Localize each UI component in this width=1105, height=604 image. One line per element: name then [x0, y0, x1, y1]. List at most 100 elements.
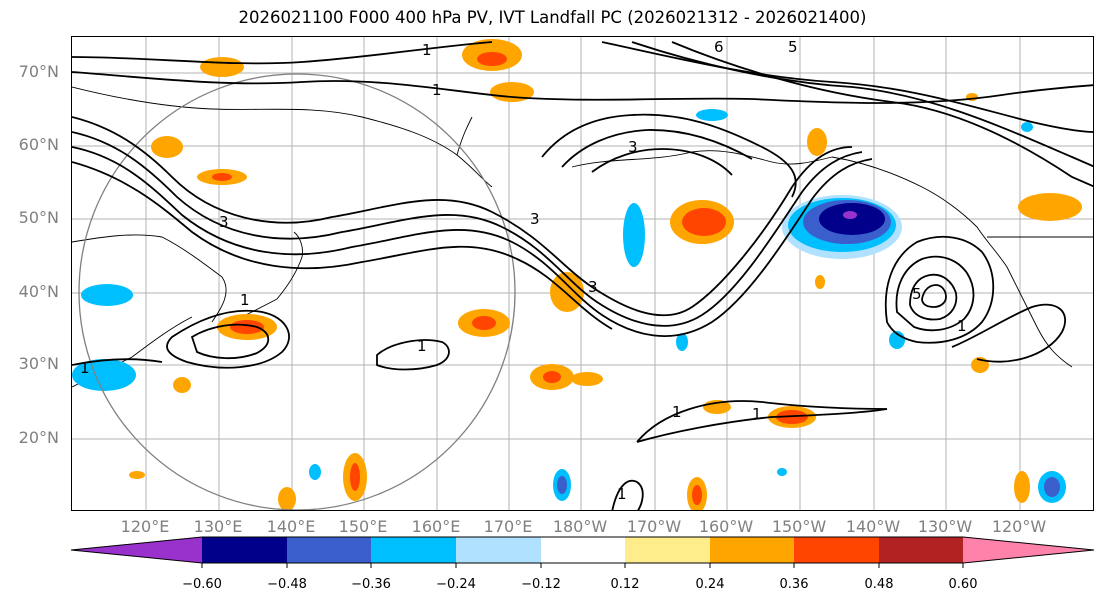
- pv-anomaly: [200, 57, 244, 77]
- colorbar-tick-label: 0.12: [610, 577, 640, 592]
- contour-label: 6: [714, 38, 724, 56]
- colorbar-tick-label: 0.36: [779, 577, 809, 592]
- pv-contour: [636, 400, 888, 443]
- colorbar-cell: [456, 537, 541, 563]
- pv-anomaly: [557, 476, 567, 494]
- pv-anomaly: [676, 333, 688, 351]
- colorbar-cell: [710, 537, 794, 563]
- contour-label: 3: [628, 138, 638, 156]
- pv-anomaly: [173, 377, 191, 393]
- contour-label: 3: [530, 210, 540, 228]
- lon-label-130e: 130°E: [193, 517, 243, 536]
- colorbar-cell: [202, 537, 287, 563]
- contour-label: 1: [672, 403, 682, 421]
- pv-anomaly: [682, 208, 726, 236]
- lat-label-70n: 70°N: [18, 62, 59, 81]
- colorbar-ticks: [201, 563, 964, 568]
- lon-label-130w: 130°W: [917, 517, 973, 536]
- pv-anomaly: [72, 359, 136, 391]
- lon-label-160w: 160°W: [698, 517, 754, 536]
- pv-anomaly: [490, 82, 534, 102]
- pv-anomaly: [623, 203, 645, 267]
- coast-kamchatka: [456, 116, 473, 156]
- contour-label: 1: [417, 337, 427, 355]
- coastlines: [72, 86, 1093, 388]
- pv-anomaly: [1044, 477, 1060, 497]
- pv-anomaly: [571, 372, 603, 386]
- pv-anomaly: [543, 371, 561, 383]
- pv-contour-low: [166, 309, 290, 369]
- contour-labels: 1 1 6 5 3 3 3 3 1 1 1 1 1 1 5 1: [80, 38, 967, 503]
- lat-label-30n: 30°N: [18, 354, 59, 373]
- pv-contour-cutoff: [909, 273, 958, 321]
- colorbar-tick-label: −0.24: [436, 577, 476, 592]
- graticule: [72, 37, 1093, 510]
- pv-anomaly: [129, 471, 145, 479]
- lon-label-150e: 150°E: [338, 517, 388, 536]
- colorbar-tick-label: −0.36: [351, 577, 391, 592]
- pv-contour-cutoff: [921, 284, 947, 308]
- contour-label: 1: [752, 405, 762, 423]
- coast-north-america: [831, 156, 1038, 328]
- lat-label-60n: 60°N: [18, 135, 59, 154]
- pv-contour: [72, 71, 1093, 104]
- pv-contour: [601, 41, 1093, 133]
- colorbar-tick-label: −0.48: [267, 577, 307, 592]
- pv-anomaly: [212, 173, 232, 181]
- colorbar-tick-label: −0.12: [521, 577, 561, 592]
- colorbar-cell: [287, 537, 371, 563]
- contour-label: 3: [588, 278, 598, 296]
- pv-anomaly: [350, 463, 360, 491]
- colorbar-cell: [625, 537, 710, 563]
- lon-label-120w: 120°W: [991, 517, 1047, 536]
- colorbar-tick-label: −0.60: [182, 577, 222, 592]
- pv-contour-cutoff: [884, 235, 995, 344]
- pv-anomaly: [309, 464, 321, 480]
- contour-label: 1: [432, 81, 442, 99]
- map-panel: 1 1 6 5 3 3 3 3 1 1 1 1 1 1 5 1: [71, 36, 1094, 511]
- lon-label-120e: 120°E: [120, 517, 170, 536]
- coast-siberia: [72, 86, 493, 188]
- pv-anomaly: [815, 275, 825, 289]
- lon-label-140w: 140°W: [845, 517, 901, 536]
- pv-anomaly: [692, 485, 702, 505]
- pv-contour: [72, 358, 163, 366]
- colorbar-tick-label: 0.48: [864, 577, 894, 592]
- pv-anomaly: [807, 128, 827, 156]
- map-title: 2026021100 F000 400 hPa PV, IVT Landfall…: [238, 8, 867, 27]
- pv-contour-cutoff: [895, 255, 975, 332]
- colorbar-cells: [71, 537, 1094, 563]
- pv-contours: [72, 41, 1093, 510]
- colorbar-cell-extend-min: [71, 537, 202, 563]
- colorbar-cell: [879, 537, 963, 563]
- pv-anomaly: [696, 109, 728, 121]
- pv-contour: [671, 41, 1093, 188]
- pv-anomaly: [81, 284, 133, 306]
- contour-label: 3: [219, 213, 229, 231]
- pv-contour: [561, 129, 753, 168]
- lon-label-160e: 160°E: [411, 517, 461, 536]
- pv-contour: [611, 479, 644, 510]
- pv-anomaly: [472, 316, 496, 330]
- colorbar-cell: [541, 537, 625, 563]
- lon-label-170e: 170°E: [483, 517, 533, 536]
- pv-contour: [541, 113, 797, 198]
- pv-contour: [636, 408, 888, 443]
- contour-label: 5: [912, 285, 922, 303]
- lat-label-40n: 40°N: [18, 282, 59, 301]
- pv-anomaly: [819, 203, 885, 235]
- pv-contour: [591, 148, 733, 176]
- pv-contour-low: [376, 339, 450, 371]
- lon-label-180w: 180°W: [552, 517, 608, 536]
- coast-asia-east: [72, 234, 227, 323]
- contour-label: 1: [422, 41, 432, 59]
- contour-label: 1: [617, 485, 627, 503]
- lon-label-150w: 150°W: [771, 517, 827, 536]
- pv-anomaly: [843, 211, 857, 219]
- map-canvas: 1 1 6 5 3 3 3 3 1 1 1 1 1 1 5 1: [72, 37, 1093, 510]
- coast-alaska: [571, 150, 833, 168]
- coast-japan: [221, 231, 303, 328]
- colorbar-tick-label: 0.60: [948, 577, 978, 592]
- colorbar: [70, 536, 1095, 568]
- lon-label-170w: 170°W: [626, 517, 682, 536]
